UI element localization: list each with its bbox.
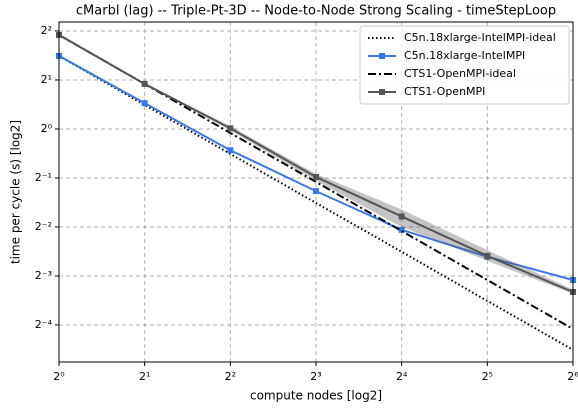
x-tick-label: 2¹ [139, 370, 150, 383]
y-tick-label: 2² [41, 24, 52, 37]
y-axis-label: time per cycle (s) [log2] [9, 120, 23, 264]
legend-label: C5n.18xlarge-IntelMPI [404, 49, 525, 62]
marker [398, 226, 405, 233]
x-tick-label: 2⁶ [567, 370, 578, 383]
y-tick-label: 2⁻² [35, 220, 52, 233]
legend-label: CTS1-OpenMPI-ideal [404, 67, 516, 80]
legend-marker [379, 89, 385, 95]
y-tick-label: 2⁰ [41, 122, 53, 135]
x-tick-label: 2⁴ [396, 370, 408, 383]
y-tick-label: 2⁻¹ [35, 171, 52, 184]
y-tick-label: 2⁻⁴ [35, 318, 53, 331]
x-tick-label: 2³ [310, 370, 321, 383]
x-tick-label: 2² [225, 370, 236, 383]
marker [227, 147, 234, 154]
x-tick-label: 2⁰ [53, 370, 65, 383]
marker [398, 213, 405, 220]
chart-title: cMarbl (lag) -- Triple-Pt-3D -- Node-to-… [76, 4, 556, 19]
series-line [58, 55, 574, 351]
legend-box [359, 25, 570, 105]
x-tick-label: 2⁵ [482, 370, 493, 383]
legend-label: CTS1-OpenMPI [404, 85, 485, 98]
plot-frame [58, 21, 574, 363]
marker [141, 80, 148, 87]
y-tick-label: 2⁻³ [35, 269, 52, 282]
error-band [59, 34, 573, 294]
legend-marker [379, 53, 385, 59]
marker [313, 173, 319, 180]
legend-label: C5n.18xlarge-IntelMPI-ideal [404, 31, 556, 44]
y-tick-label: 2¹ [41, 73, 52, 86]
marker [313, 188, 319, 195]
marker [141, 100, 148, 107]
marker [227, 125, 234, 132]
marker [484, 252, 491, 259]
x-axis-label: compute nodes [log2] [250, 389, 382, 403]
